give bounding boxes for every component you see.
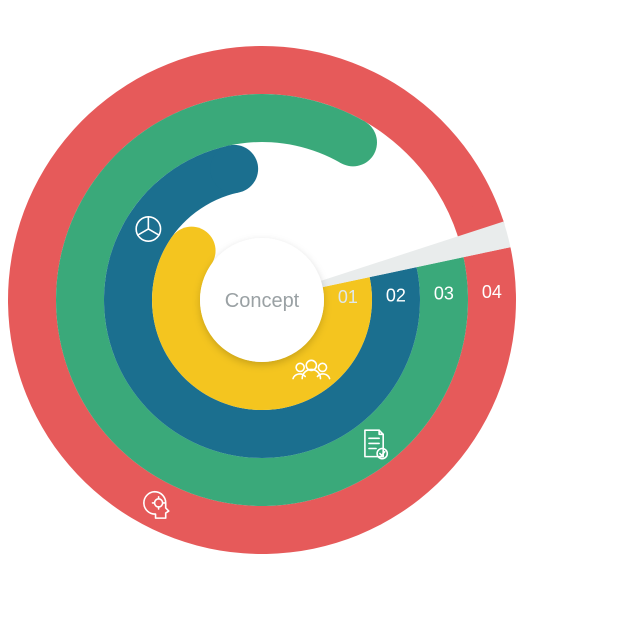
ring-number-2: 02 xyxy=(386,285,406,305)
ring-1-cap xyxy=(168,227,216,275)
ring-3-cap xyxy=(329,118,377,166)
ring-number-3: 03 xyxy=(434,284,454,304)
infographic-stage: { "type": "infographic", "canvas": { "wi… xyxy=(0,0,626,626)
infographic-svg: Concept 01 02 03 04 xyxy=(0,0,626,626)
ring-number-4: 04 xyxy=(482,282,502,302)
ring-number-1: 01 xyxy=(338,287,358,307)
center-label: Concept xyxy=(225,290,300,312)
ring-2-cap xyxy=(210,145,258,193)
